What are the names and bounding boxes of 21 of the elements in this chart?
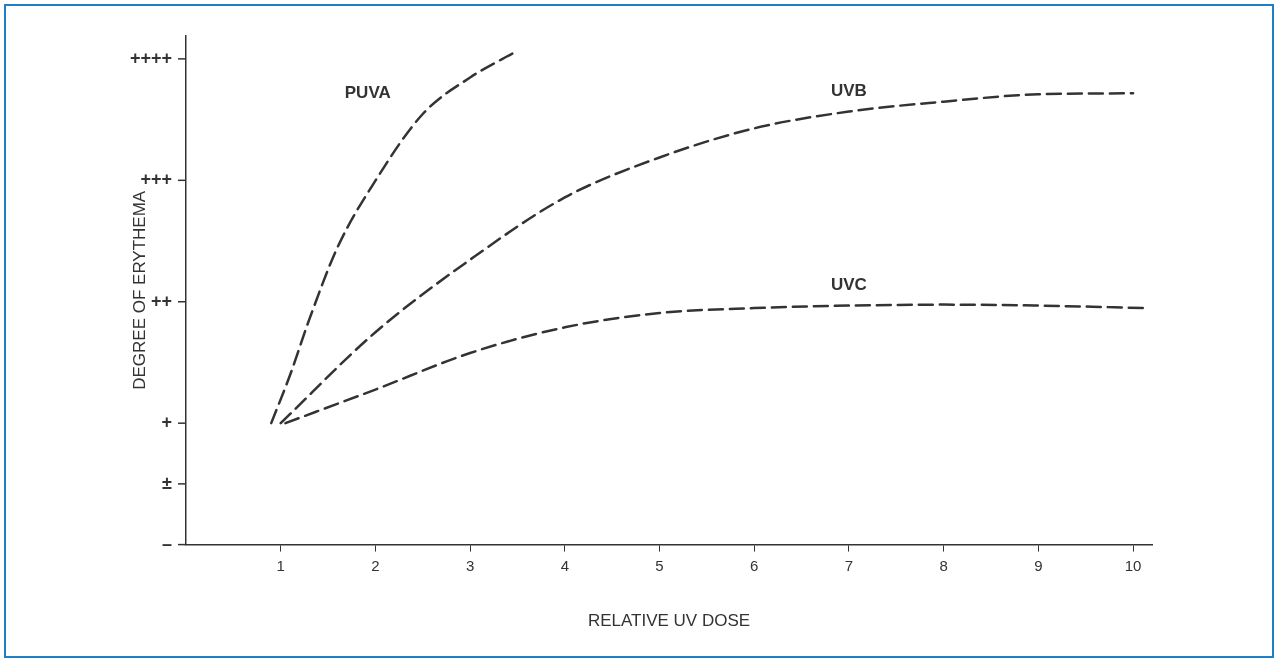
text: ++ — [150, 290, 172, 311]
series-label: UVB — [830, 80, 867, 100]
y-axis-title: DEGREE OF ERYTHEMA — [129, 190, 149, 390]
text: ++++ — [129, 47, 172, 68]
text: +++ — [140, 169, 172, 190]
x-tick-label: 3 — [465, 556, 475, 574]
x-tick-label: 1 — [276, 556, 285, 574]
x-tick-label: 6 — [750, 556, 759, 574]
series-label: PUVA — [344, 83, 391, 103]
x-tick-label: 5 — [655, 556, 664, 574]
text: ± — [162, 472, 173, 493]
text: – — [161, 533, 172, 554]
x-tick-label: 9 — [1034, 556, 1043, 574]
x-tick-label: 7 — [844, 556, 854, 574]
x-axis-title: RELATIVE UV DOSE — [587, 611, 751, 631]
x-tick-label: 10 — [1124, 556, 1142, 574]
x-tick-label: 4 — [560, 556, 569, 574]
series-label: UVC — [830, 274, 867, 294]
x-tick-label: 8 — [939, 556, 948, 574]
text: + — [161, 412, 172, 433]
x-tick-label: 2 — [371, 556, 380, 574]
